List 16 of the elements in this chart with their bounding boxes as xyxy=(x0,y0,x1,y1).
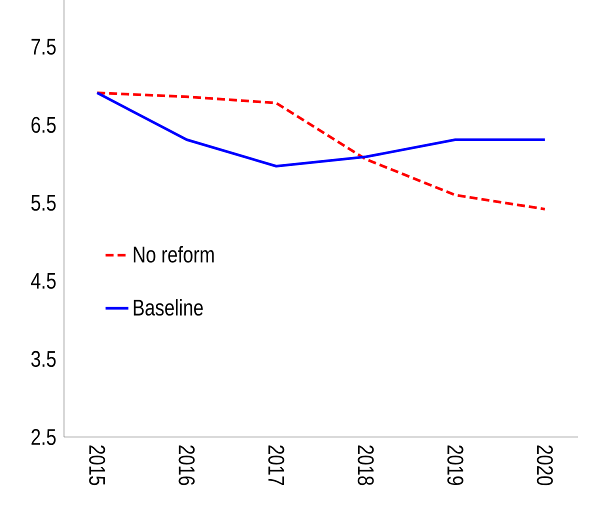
x-tick-label: 2015 xyxy=(89,445,106,486)
line-series xyxy=(96,92,546,210)
x-tick-label: 2016 xyxy=(178,445,195,486)
y-tick-label: 5.5 xyxy=(31,194,56,211)
line-series xyxy=(96,92,546,168)
x-tick-label: 2017 xyxy=(268,445,284,485)
legend-label: No reform xyxy=(134,246,214,263)
y-tick-label: 4.5 xyxy=(31,273,56,289)
y-tick-label: 3.5 xyxy=(31,350,56,367)
x-tick-label: 2020 xyxy=(536,445,553,486)
legend-label: Baseline xyxy=(134,299,203,316)
y-tick-label: 7.5 xyxy=(32,38,56,55)
y-tick-label: 2.5 xyxy=(32,428,56,446)
y-tick-label: 6.5 xyxy=(32,116,56,133)
x-tick-label: 2018 xyxy=(358,445,374,486)
x-tick-label: 2019 xyxy=(447,445,464,486)
